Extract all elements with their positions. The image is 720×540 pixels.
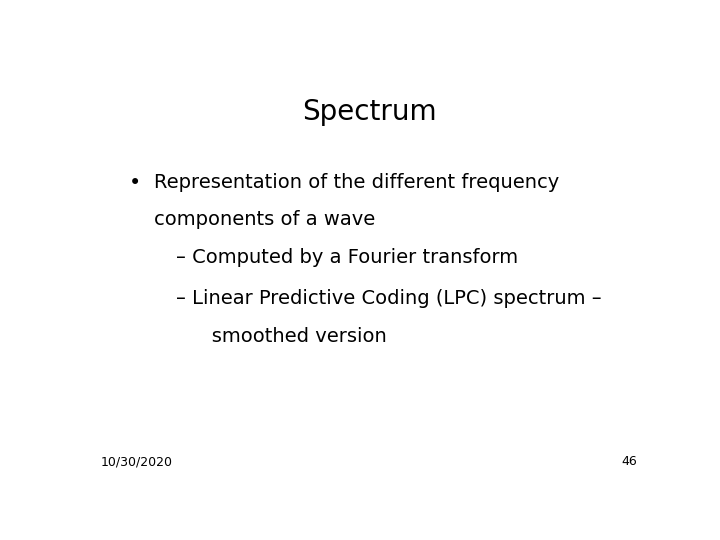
Text: smoothed version: smoothed version — [193, 327, 387, 346]
Text: Representation of the different frequency: Representation of the different frequenc… — [154, 173, 559, 192]
Text: Spectrum: Spectrum — [302, 98, 436, 126]
Text: – Computed by a Fourier transform: – Computed by a Fourier transform — [176, 248, 518, 267]
Text: 46: 46 — [621, 455, 637, 468]
Text: 10/30/2020: 10/30/2020 — [101, 455, 173, 468]
Text: •: • — [129, 173, 141, 193]
Text: components of a wave: components of a wave — [154, 210, 375, 230]
Text: – Linear Predictive Coding (LPC) spectrum –: – Linear Predictive Coding (LPC) spectru… — [176, 289, 602, 308]
